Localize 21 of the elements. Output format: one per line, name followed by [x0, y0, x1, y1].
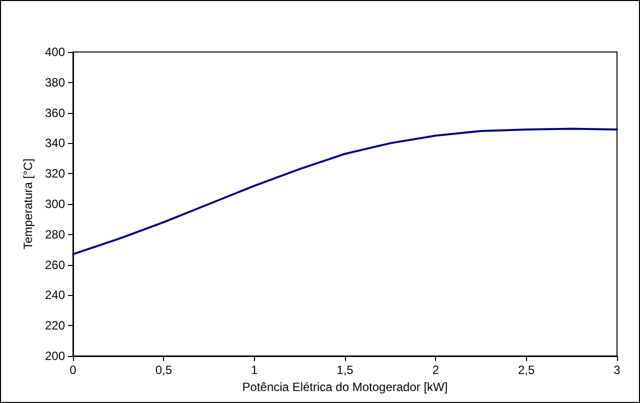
x-tick-label: 2,5 [518, 363, 535, 377]
y-tick-label: 320 [44, 166, 66, 181]
y-axis-title: Temperatura [°C] [21, 158, 36, 250]
y-tick-label: 260 [44, 258, 66, 272]
y-tick-label: 220 [44, 318, 66, 333]
y-tick-label: 400 [44, 45, 66, 59]
y-tick-label: 300 [44, 197, 66, 211]
x-tick-label: 2 [432, 363, 440, 377]
y-tick-label: 240 [44, 288, 66, 302]
x-tick-label: 3 [614, 363, 621, 377]
y-tick-label: 360 [44, 106, 66, 120]
y-tick-label: 340 [44, 136, 66, 150]
x-tick-label: 0,5 [155, 363, 172, 377]
x-tick-label: 1,5 [336, 363, 354, 377]
y-tick-label: 380 [44, 75, 66, 90]
y-tick-label: 200 [44, 349, 66, 363]
x-tick-label: 1 [250, 363, 258, 377]
line-series [72, 128, 618, 256]
x-tick-label: 0 [70, 363, 77, 377]
x-axis-title: Potência Elétrica do Motogerador [kW] [242, 380, 448, 394]
y-tick-label: 280 [44, 227, 66, 242]
